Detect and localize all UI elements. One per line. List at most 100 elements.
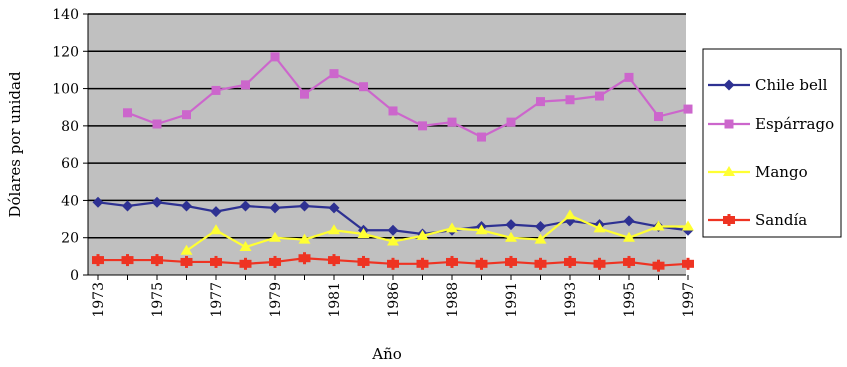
- data-point: [534, 233, 547, 244]
- series-1: [123, 52, 693, 142]
- data-point: [299, 200, 310, 212]
- data-point: [654, 112, 663, 122]
- data-point: [298, 233, 311, 244]
- x-tick-label: 1977: [209, 282, 225, 318]
- legend-marker: [723, 79, 735, 91]
- data-point-stem: [273, 255, 277, 268]
- data-point: [505, 219, 517, 231]
- data-point: [536, 97, 545, 107]
- series-line: [127, 55, 689, 139]
- data-point-stem: [686, 257, 690, 270]
- data-point-stem: [568, 255, 572, 268]
- data-point: [623, 215, 635, 227]
- data-point: [210, 206, 222, 218]
- data-point: [593, 222, 606, 233]
- data-point: [151, 196, 163, 208]
- data-point: [123, 108, 132, 118]
- data-point: [387, 235, 399, 246]
- y-tick-label: 40: [61, 193, 79, 209]
- data-point: [387, 224, 399, 236]
- data-point: [418, 121, 427, 131]
- plot-area: [88, 14, 686, 275]
- y-axis-label: Dólares por unidad: [6, 71, 24, 218]
- data-point-stem: [657, 259, 660, 272]
- data-point-stem: [303, 252, 306, 265]
- gridlines: [88, 13, 686, 239]
- x-tick-label: 1993: [563, 282, 579, 318]
- data-point: [535, 221, 546, 233]
- data-point: [683, 104, 693, 114]
- series-layer: [92, 52, 694, 272]
- data-point-stem: [539, 257, 542, 270]
- x-tick-label: 1997: [681, 282, 697, 318]
- legend-label: Mango: [755, 163, 808, 181]
- data-point: [416, 229, 429, 240]
- data-point: [181, 200, 192, 212]
- y-axis-ticks: 0 20 40 60 80 100 120 140: [52, 7, 686, 284]
- y-tick-label: 140: [52, 7, 79, 23]
- y-tick-label: 0: [70, 268, 79, 284]
- data-point-stem: [155, 254, 159, 267]
- data-point: [300, 89, 309, 99]
- data-point: [652, 220, 665, 231]
- data-point-stem: [480, 257, 483, 270]
- data-point: [239, 241, 252, 252]
- data-point: [595, 91, 604, 101]
- data-point: [357, 227, 370, 238]
- data-point: [475, 224, 488, 235]
- data-point: [180, 244, 193, 255]
- data-point: [269, 231, 281, 242]
- x-tick-label: 1973: [91, 282, 107, 318]
- data-point-stem: [421, 257, 424, 270]
- data-point-stem: [126, 254, 129, 267]
- legend-label: Espárrago: [755, 115, 834, 133]
- data-point: [505, 231, 517, 242]
- data-point: [446, 222, 458, 233]
- x-tick-label: 1988: [445, 282, 461, 318]
- data-point-stem: [244, 257, 247, 270]
- data-point: [182, 110, 191, 120]
- legend-label: Chile bell: [755, 76, 828, 94]
- data-point-stem: [96, 254, 100, 267]
- x-tick-label: 1991: [504, 282, 520, 318]
- data-point-stem: [391, 257, 395, 270]
- legend-box: [702, 48, 842, 238]
- data-point: [359, 82, 368, 92]
- data-point: [92, 196, 104, 208]
- data-point: [328, 224, 340, 235]
- data-point: [564, 209, 576, 220]
- legend-label: Sandía: [755, 211, 807, 229]
- x-tick-label: 1979: [268, 282, 284, 318]
- data-point: [269, 202, 281, 214]
- data-point: [211, 85, 221, 95]
- data-point-stem: [214, 255, 218, 268]
- y-tick-label: 20: [61, 231, 79, 247]
- data-point: [241, 80, 250, 90]
- x-tick-label: 1986: [386, 282, 402, 318]
- y-tick-label: 60: [61, 156, 79, 172]
- legend-marker-stem: [727, 214, 731, 226]
- x-tick-label: 1981: [327, 282, 343, 318]
- series-line: [185, 214, 688, 252]
- legend-marker: [723, 166, 735, 176]
- x-tick-label: 1995: [622, 282, 638, 318]
- data-point-stem: [509, 255, 513, 268]
- x-axis-label: Año: [371, 345, 402, 363]
- data-point: [624, 72, 634, 82]
- data-point: [506, 117, 516, 127]
- y-tick-label: 120: [52, 44, 79, 60]
- y-tick-label: 100: [52, 82, 79, 98]
- data-point-stem: [598, 257, 601, 270]
- data-point: [270, 52, 280, 62]
- legend: Chile bell Espárrago Mango Sandía: [702, 48, 842, 238]
- y-tick-label: 80: [61, 119, 79, 135]
- series-2: [180, 209, 694, 255]
- data-point: [447, 117, 457, 127]
- data-point: [388, 106, 398, 116]
- legend-marker: [724, 119, 734, 129]
- x-axis-ticks: 1973 1975 1977 1979 1981 1986 1988 1991 1993 1995…: [91, 275, 697, 318]
- data-point-stem: [362, 255, 365, 268]
- data-point-stem: [627, 255, 631, 268]
- data-point: [623, 231, 635, 242]
